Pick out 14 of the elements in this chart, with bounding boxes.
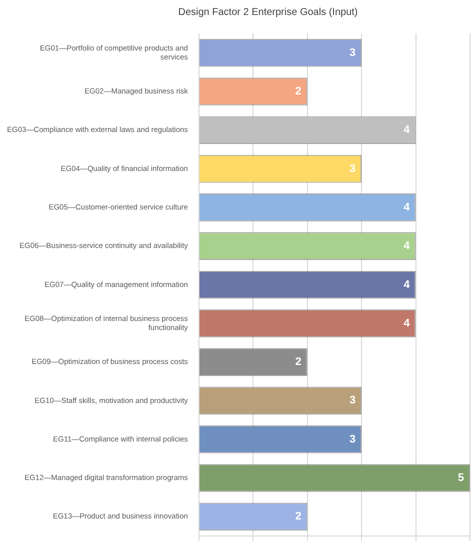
data-label: 4 [404,240,411,252]
chart-title: Design Factor 2 Enterprise Goals (Input) [177,6,359,20]
data-label: 4 [404,124,411,136]
data-label: 2 [295,356,302,368]
data-label: 3 [349,46,356,59]
data-label: 4 [404,317,411,330]
data-label: 3 [349,433,356,446]
data-label: 4 [404,201,411,214]
data-label: 5 [458,472,464,484]
data-label: 3 [349,162,356,175]
data-label: 2 [295,510,302,523]
data-label: 3 [349,394,356,407]
data-label: 2 [295,86,302,98]
data-label: 4 [404,278,411,291]
